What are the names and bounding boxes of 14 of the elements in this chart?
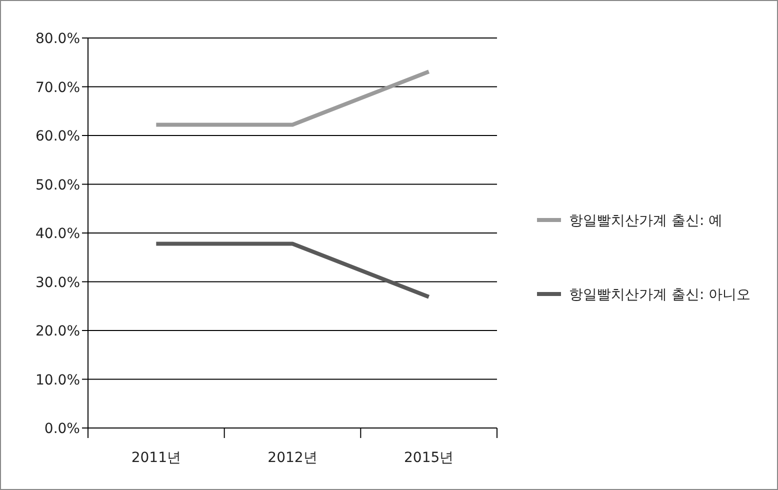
x-tick-label: 2015년 <box>404 450 454 466</box>
x-tick-label: 2012년 <box>268 450 318 466</box>
y-tick-label: 70.0% <box>36 80 80 96</box>
y-tick-label: 50.0% <box>36 177 80 194</box>
y-tick-label: 10.0% <box>36 372 80 388</box>
y-tick-label: 80.0% <box>36 31 80 47</box>
y-tick-label: 20.0% <box>36 324 80 340</box>
y-tick-label: 0.0% <box>44 421 80 437</box>
y-tick-label: 30.0% <box>36 274 80 291</box>
y-tick-label: 60.0% <box>36 128 80 144</box>
legend-label: 항일빨치산가계 출신: 예 <box>569 213 723 229</box>
legend-label: 항일빨치산가계 출신: 아니오 <box>569 287 751 303</box>
y-tick-label: 40.0% <box>36 226 80 242</box>
x-tick-label: 2011년 <box>131 450 181 466</box>
